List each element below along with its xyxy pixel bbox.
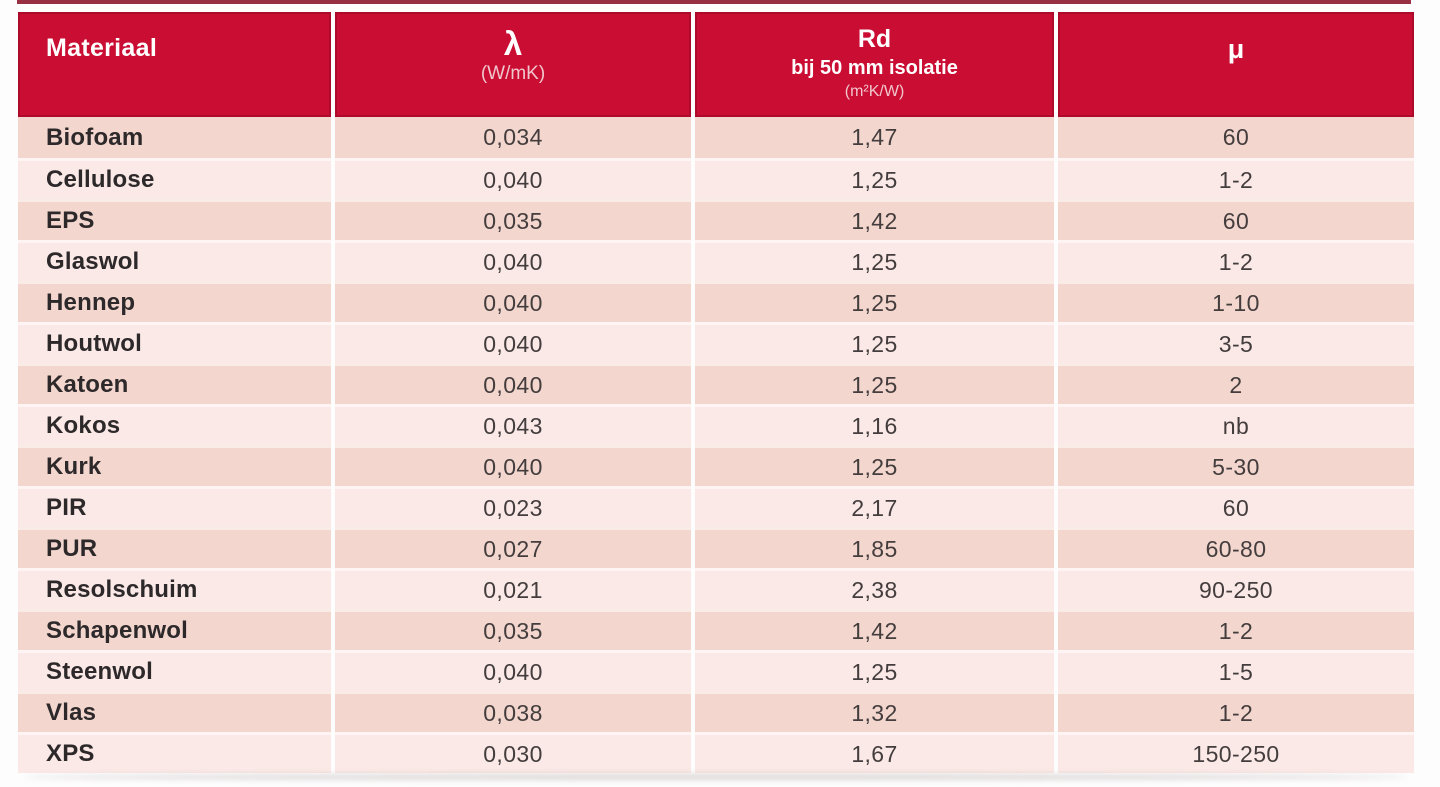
column-title-mu: μ <box>1227 34 1245 64</box>
cell-materiaal: EPS <box>18 199 331 240</box>
cell-rd: 2,17 <box>695 486 1054 527</box>
table-drop-shadow <box>24 774 1408 780</box>
cell-materiaal: Resolschuim <box>18 568 331 609</box>
cell-lambda: 0,035 <box>335 199 691 240</box>
cell-rd: 1,25 <box>695 158 1054 199</box>
header-cell-mu: μ <box>1058 12 1414 117</box>
cell-mu: nb <box>1058 404 1414 445</box>
cell-rd: 1,67 <box>695 732 1054 773</box>
cell-rd: 1,42 <box>695 609 1054 650</box>
cell-mu: 1-2 <box>1058 240 1414 281</box>
table-row: Biofoam 0,034 1,47 60 <box>18 117 1414 158</box>
header-cell-materiaal: Materiaal <box>18 12 331 117</box>
cell-lambda: 0,040 <box>335 445 691 486</box>
cell-mu: 150-250 <box>1058 732 1414 773</box>
cell-lambda: 0,030 <box>335 732 691 773</box>
cell-mu: 1-2 <box>1058 158 1414 199</box>
cell-lambda: 0,034 <box>335 117 691 158</box>
cell-lambda: 0,043 <box>335 404 691 445</box>
cell-lambda: 0,035 <box>335 609 691 650</box>
cell-rd: 1,85 <box>695 527 1054 568</box>
cell-materiaal: Biofoam <box>18 117 331 158</box>
column-subtitle-rd: bij 50 mm isolatie <box>791 57 958 79</box>
cell-mu: 60-80 <box>1058 527 1414 568</box>
cell-materiaal: Cellulose <box>18 158 331 199</box>
cell-materiaal: PIR <box>18 486 331 527</box>
cell-materiaal: Steenwol <box>18 650 331 691</box>
cell-lambda: 0,038 <box>335 691 691 732</box>
header-cell-rd: Rd bij 50 mm isolatie (m²K/W) <box>695 12 1054 117</box>
cell-rd: 1,25 <box>695 281 1054 322</box>
column-unit-rd: (m²K/W) <box>844 83 905 100</box>
cell-lambda: 0,023 <box>335 486 691 527</box>
table-row: Cellulose 0,040 1,25 1-2 <box>18 158 1414 199</box>
cell-lambda: 0,027 <box>335 527 691 568</box>
cell-materiaal: Hennep <box>18 281 331 322</box>
cell-rd: 1,25 <box>695 650 1054 691</box>
top-border-line <box>17 0 1411 4</box>
cell-rd: 1,47 <box>695 117 1054 158</box>
cell-rd: 1,25 <box>695 322 1054 363</box>
cell-mu: 5-30 <box>1058 445 1414 486</box>
cell-rd: 2,38 <box>695 568 1054 609</box>
table-row: Steenwol 0,040 1,25 1-5 <box>18 650 1414 691</box>
cell-mu: 60 <box>1058 117 1414 158</box>
table-row: Hennep 0,040 1,25 1-10 <box>18 281 1414 322</box>
cell-mu: 1-2 <box>1058 691 1414 732</box>
table-body: Biofoam 0,034 1,47 60 Cellulose 0,040 1,… <box>18 117 1414 773</box>
table-row: Schapenwol 0,035 1,42 1-2 <box>18 609 1414 650</box>
column-unit-lambda: (W/mK) <box>480 63 546 84</box>
table-row: EPS 0,035 1,42 60 <box>18 199 1414 240</box>
cell-mu: 60 <box>1058 199 1414 240</box>
table-row: Katoen 0,040 1,25 2 <box>18 363 1414 404</box>
table-row: PIR 0,023 2,17 60 <box>18 486 1414 527</box>
cell-lambda: 0,040 <box>335 281 691 322</box>
cell-lambda: 0,021 <box>335 568 691 609</box>
cell-mu: 90-250 <box>1058 568 1414 609</box>
column-title-lambda: λ <box>503 25 523 62</box>
cell-rd: 1,25 <box>695 445 1054 486</box>
cell-mu: 1-10 <box>1058 281 1414 322</box>
table-row: Kurk 0,040 1,25 5-30 <box>18 445 1414 486</box>
header-cell-lambda: λ (W/mK) <box>335 12 691 117</box>
table-row: Houtwol 0,040 1,25 3-5 <box>18 322 1414 363</box>
table-row: PUR 0,027 1,85 60-80 <box>18 527 1414 568</box>
cell-rd: 1,25 <box>695 363 1054 404</box>
column-title-rd: Rd <box>857 25 892 53</box>
table-row: Glaswol 0,040 1,25 1-2 <box>18 240 1414 281</box>
cell-materiaal: Schapenwol <box>18 609 331 650</box>
cell-materiaal: XPS <box>18 732 331 773</box>
cell-lambda: 0,040 <box>335 650 691 691</box>
column-title-materiaal: Materiaal <box>46 34 158 62</box>
cell-materiaal: Glaswol <box>18 240 331 281</box>
table-row: Kokos 0,043 1,16 nb <box>18 404 1414 445</box>
cell-materiaal: Kokos <box>18 404 331 445</box>
cell-materiaal: PUR <box>18 527 331 568</box>
cell-lambda: 0,040 <box>335 158 691 199</box>
cell-rd: 1,25 <box>695 240 1054 281</box>
table-row: XPS 0,030 1,67 150-250 <box>18 732 1414 773</box>
cell-lambda: 0,040 <box>335 363 691 404</box>
table-header-row: Materiaal λ (W/mK) Rd bij 50 mm isolatie… <box>18 12 1414 117</box>
cell-mu: 1-2 <box>1058 609 1414 650</box>
cell-lambda: 0,040 <box>335 240 691 281</box>
cell-materiaal: Kurk <box>18 445 331 486</box>
cell-mu: 1-5 <box>1058 650 1414 691</box>
cell-materiaal: Vlas <box>18 691 331 732</box>
cell-materiaal: Houtwol <box>18 322 331 363</box>
cell-materiaal: Katoen <box>18 363 331 404</box>
cell-mu: 3-5 <box>1058 322 1414 363</box>
insulation-materials-table: Materiaal λ (W/mK) Rd bij 50 mm isolatie… <box>18 12 1414 773</box>
table-row: Resolschuim 0,021 2,38 90-250 <box>18 568 1414 609</box>
cell-rd: 1,42 <box>695 199 1054 240</box>
cell-mu: 2 <box>1058 363 1414 404</box>
cell-lambda: 0,040 <box>335 322 691 363</box>
table-row: Vlas 0,038 1,32 1-2 <box>18 691 1414 732</box>
cell-rd: 1,16 <box>695 404 1054 445</box>
cell-rd: 1,32 <box>695 691 1054 732</box>
cell-mu: 60 <box>1058 486 1414 527</box>
